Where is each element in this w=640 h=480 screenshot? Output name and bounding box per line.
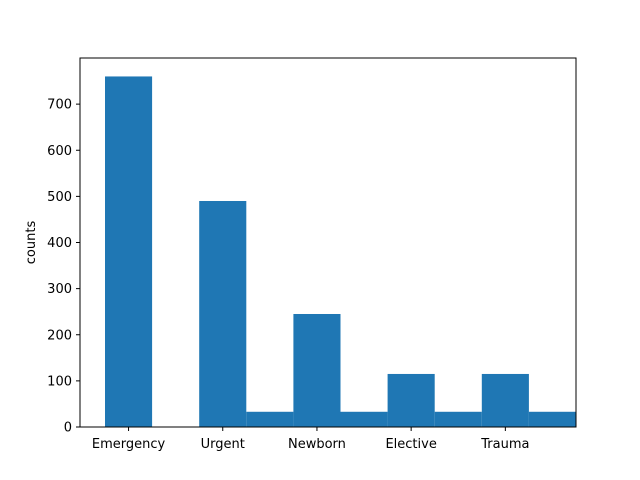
- y-axis-label: counts: [24, 221, 39, 265]
- bar-emergency: [105, 76, 153, 427]
- bar-newborn: [293, 313, 341, 427]
- y-axis: 0 100 200 300 400 500 600 700: [47, 98, 80, 436]
- x-tick-label-urgent: Urgent: [201, 437, 245, 452]
- x-tick-label-elective: Elective: [385, 437, 436, 452]
- secondary-bar-3: [434, 411, 482, 427]
- bars-group: [105, 76, 576, 427]
- bar-elective: [387, 373, 435, 427]
- secondary-bar-2: [340, 411, 388, 427]
- secondary-bar-4: [528, 411, 576, 427]
- y-tick-label: 0: [64, 421, 72, 436]
- y-tick-label: 500: [47, 190, 72, 205]
- y-tick-label: 300: [47, 282, 72, 297]
- bar-urgent: [199, 200, 247, 427]
- secondary-bar-1: [246, 411, 294, 427]
- y-tick-label: 200: [47, 328, 72, 343]
- x-tick-label-emergency: Emergency: [92, 437, 166, 452]
- x-axis: Emergency Urgent Newborn Elective Trauma: [92, 427, 529, 452]
- bar-trauma: [481, 373, 529, 427]
- y-tick-label: 400: [47, 236, 72, 251]
- y-tick-label: 700: [47, 98, 72, 113]
- x-tick-label-newborn: Newborn: [288, 437, 346, 452]
- y-tick-label: 100: [47, 374, 72, 389]
- x-tick-label-trauma: Trauma: [480, 437, 529, 452]
- y-tick-label: 600: [47, 144, 72, 159]
